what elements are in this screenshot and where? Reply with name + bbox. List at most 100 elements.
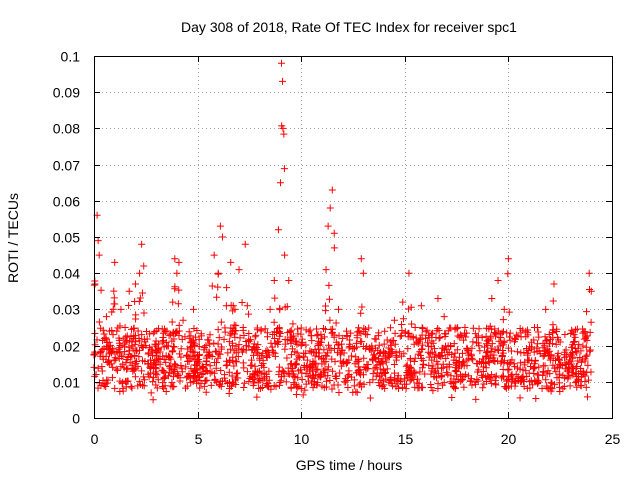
data-point — [160, 337, 168, 345]
data-point — [313, 325, 321, 333]
data-point — [265, 376, 273, 384]
data-point — [507, 347, 515, 355]
data-point — [245, 310, 253, 318]
data-point — [512, 331, 520, 339]
data-point — [322, 358, 330, 366]
data-point — [98, 367, 106, 375]
chart-title: Day 308 of 2018, Rate Of TEC Index for r… — [181, 19, 517, 35]
data-point — [136, 294, 144, 302]
data-point — [468, 354, 476, 362]
data-point — [550, 280, 558, 288]
data-point — [422, 334, 430, 342]
data-point — [138, 240, 146, 248]
data-point — [438, 352, 446, 360]
data-point — [525, 356, 533, 364]
data-point — [487, 379, 495, 387]
data-point — [492, 381, 500, 389]
data-point — [196, 384, 204, 392]
data-point — [283, 303, 291, 311]
data-point — [344, 383, 352, 391]
data-point — [111, 300, 119, 308]
data-point — [412, 334, 420, 342]
data-point — [585, 376, 593, 384]
data-point — [390, 316, 398, 324]
data-point — [527, 338, 535, 346]
data-point — [153, 348, 161, 356]
data-point — [123, 355, 131, 363]
data-point — [321, 372, 329, 380]
data-point — [271, 334, 279, 342]
data-point — [166, 362, 174, 370]
data-point — [398, 321, 406, 329]
data-point — [240, 364, 248, 372]
data-point — [207, 381, 215, 389]
data-point — [245, 337, 253, 345]
data-point — [268, 343, 276, 351]
data-point — [109, 331, 117, 339]
data-point — [360, 371, 367, 379]
data-point — [499, 341, 507, 349]
data-point — [160, 368, 168, 376]
data-point — [375, 358, 383, 366]
data-point — [235, 266, 243, 274]
data-point — [404, 345, 412, 353]
data-point — [331, 344, 339, 352]
data-point — [144, 370, 152, 378]
data-point — [473, 339, 481, 347]
data-point — [224, 349, 232, 357]
data-point — [464, 346, 472, 354]
data-point — [175, 286, 183, 294]
data-point — [512, 370, 520, 378]
data-point — [295, 352, 303, 360]
data-point — [533, 371, 541, 379]
data-point — [423, 326, 431, 334]
data-point — [534, 328, 542, 336]
data-point — [405, 364, 413, 372]
data-point — [358, 303, 366, 311]
data-point — [434, 360, 442, 368]
data-point — [227, 258, 235, 266]
data-point — [543, 370, 551, 378]
data-point — [498, 357, 506, 365]
data-point — [352, 388, 360, 396]
data-point — [585, 269, 593, 277]
data-point — [580, 335, 588, 343]
data-point — [342, 378, 350, 386]
data-point — [127, 383, 135, 391]
data-point — [398, 327, 406, 335]
data-point — [165, 332, 173, 340]
data-point — [495, 337, 503, 345]
data-point — [270, 276, 278, 284]
data-point — [410, 340, 418, 348]
data-point — [482, 377, 490, 385]
data-point — [178, 335, 186, 343]
data-point — [483, 349, 491, 357]
data-point — [128, 384, 136, 392]
data-point — [221, 328, 229, 336]
data-point — [289, 365, 297, 373]
data-point — [375, 341, 383, 349]
axis-ticks — [94, 56, 613, 419]
data-point — [240, 383, 248, 391]
data-point — [123, 337, 131, 345]
data-point — [500, 357, 508, 365]
data-point — [432, 334, 440, 342]
data-point — [311, 352, 319, 360]
data-point — [291, 380, 299, 388]
data-point — [406, 377, 414, 385]
data-point — [171, 285, 179, 293]
data-point — [554, 363, 562, 371]
data-point — [486, 322, 494, 330]
data-point — [499, 316, 507, 324]
data-point — [567, 343, 575, 351]
data-point — [288, 345, 296, 353]
data-point — [517, 378, 525, 386]
data-point — [353, 334, 361, 342]
data-point — [243, 368, 251, 376]
data-point — [213, 293, 221, 301]
data-point — [146, 363, 154, 371]
data-point — [535, 333, 543, 341]
data-point — [408, 320, 416, 328]
data-point — [328, 329, 336, 337]
y-tick-label: 0.03 — [53, 302, 80, 318]
